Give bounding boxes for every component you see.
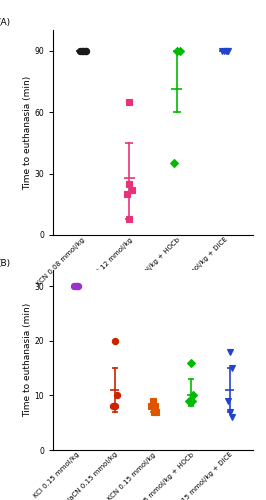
Text: (B): (B) xyxy=(0,259,10,268)
Y-axis label: Time to euthanasia (min): Time to euthanasia (min) xyxy=(23,76,32,190)
Y-axis label: Time to euthanasia (min): Time to euthanasia (min) xyxy=(23,303,32,417)
Text: (A): (A) xyxy=(0,18,10,26)
